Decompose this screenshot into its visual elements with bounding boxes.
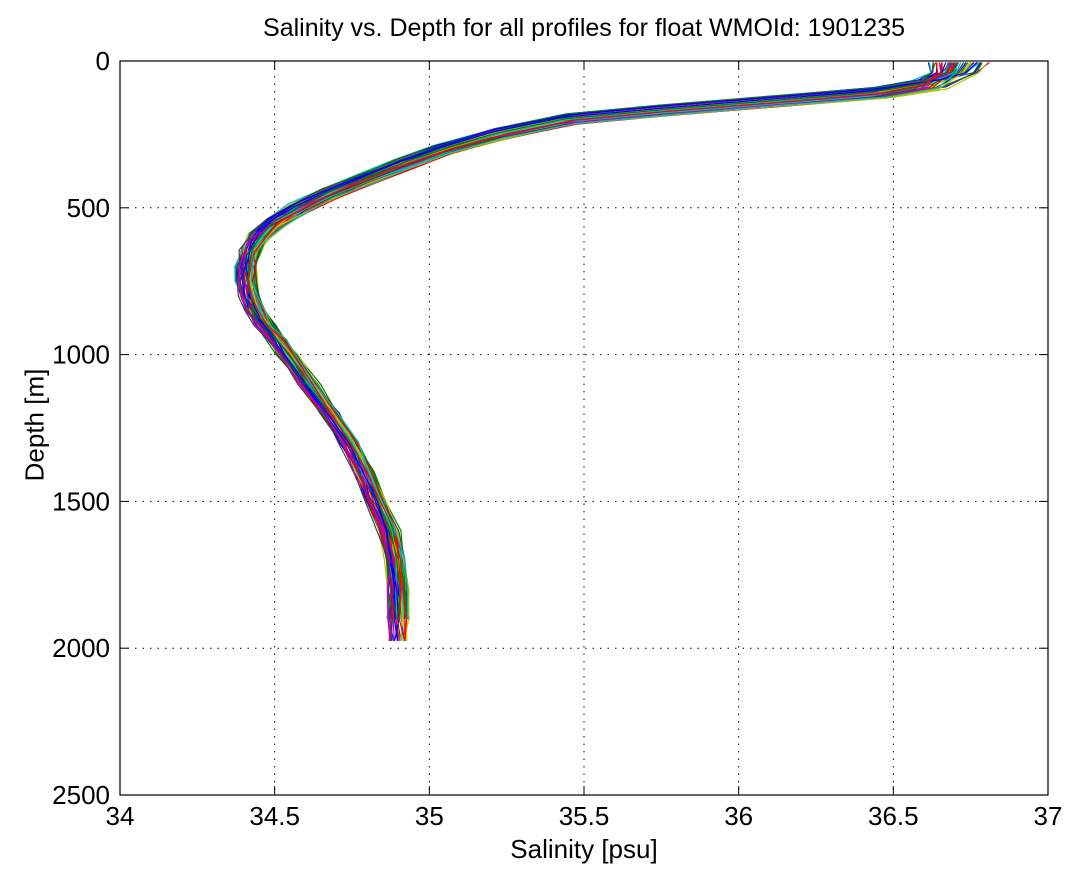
y-tick-label: 0 xyxy=(96,46,110,76)
x-axis-label: Salinity [psu] xyxy=(510,834,658,864)
y-tick-labels: 0 500 1000 1500 2000 2500 xyxy=(52,46,110,810)
profile-line xyxy=(237,62,950,641)
grid-lines xyxy=(120,61,1048,795)
chart-title: Salinity vs. Depth for all profiles for … xyxy=(263,14,905,42)
tick-marks xyxy=(119,60,1049,796)
y-tick-label: 2500 xyxy=(52,780,110,810)
profile-line xyxy=(245,62,978,642)
x-tick-label: 36 xyxy=(724,801,753,831)
x-tick-label: 34 xyxy=(106,801,135,831)
plot-background xyxy=(120,61,1048,795)
x-tick-labels: 34 34.5 35 35.5 36 36.5 37 xyxy=(106,801,1063,831)
x-tick-label: 37 xyxy=(1034,801,1063,831)
profile-line xyxy=(250,62,962,619)
profile-line xyxy=(247,62,942,642)
y-tick-label: 1000 xyxy=(52,340,110,370)
y-axis-label: Depth [m] xyxy=(19,368,50,482)
x-tick-label: 36.5 xyxy=(868,801,919,831)
y-tick-label: 2000 xyxy=(52,633,110,663)
x-tick-label: 35 xyxy=(415,801,444,831)
x-tick-label: 34.5 xyxy=(249,801,300,831)
x-tick-label: 35.5 xyxy=(559,801,610,831)
profile-line xyxy=(246,62,953,619)
series-group xyxy=(234,62,990,642)
y-tick-label: 500 xyxy=(67,193,110,223)
profile-line xyxy=(242,62,955,619)
y-tick-label: 1500 xyxy=(52,486,110,516)
